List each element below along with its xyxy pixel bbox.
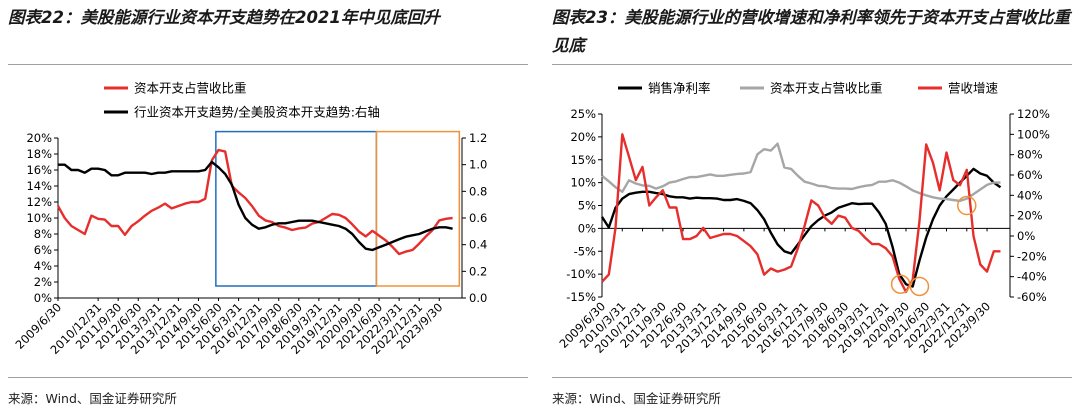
y-tick-label: -5%: [574, 244, 596, 258]
title-divider: [552, 64, 1072, 65]
y-tick-label: 15%: [570, 153, 596, 167]
orange-box: [375, 130, 461, 287]
y-tick-label: 0%: [578, 221, 596, 235]
y-tick-label: 14%: [26, 179, 52, 193]
source-note: 来源：Wind、国金证券研究所: [8, 391, 177, 406]
revenue-margin-chart: 25% 20% 15% 10% 5% 0% -5% -10% -15% 120% 100% 80% 60…: [557, 81, 1050, 357]
y2-tick-label: 0.6: [469, 211, 487, 225]
y2-tick-label: 100%: [1017, 127, 1050, 141]
series-line: [56, 148, 453, 256]
y-tick-label: 16%: [26, 163, 52, 177]
source-divider: [552, 377, 1072, 378]
legend-label: 资本开支占营收比重: [134, 81, 247, 96]
y2-tick-label: 1.2: [469, 131, 487, 145]
title-divider: [8, 64, 528, 65]
legend-label: 销售净利率: [648, 81, 711, 96]
y2-tick-label: 0.2: [469, 264, 487, 278]
chart-title: 图表22：美股能源行业资本开支趋势在2021年中见底回升: [8, 8, 440, 27]
y-tick-label: 5%: [578, 199, 596, 213]
source-note: 来源：Wind、国金证券研究所: [552, 391, 721, 406]
y-tick-label: 10%: [26, 211, 52, 225]
y2-tick-label: 40%: [1017, 188, 1043, 202]
y-tick-label: 12%: [26, 195, 52, 209]
y-tick-label: 20%: [26, 131, 52, 145]
y2-tick-label: 20%: [1017, 209, 1043, 223]
y-tick-label: -10%: [566, 267, 596, 281]
circle-marker: [909, 276, 930, 297]
legend-label: 行业资本开支趋势/全美股资本开支趋势:右轴: [134, 105, 380, 120]
y-tick-label: 2%: [34, 275, 52, 289]
y-tick-label: 10%: [570, 176, 596, 190]
y2-tick-label: 0.4: [469, 238, 487, 252]
chart-title: 图表23：美股能源行业的营收增速和净利率领先于资本开支占营收比重见底: [552, 8, 1070, 55]
y-tick-label: 0%: [34, 291, 52, 305]
series-line: [601, 142, 1001, 203]
source-divider: [8, 377, 528, 378]
right-panel: 图表23：美股能源行业的营收增速和净利率领先于资本开支占营收比重见底 25% 20…: [544, 0, 1080, 414]
y-tick-label: 18%: [26, 147, 52, 161]
series-line: [58, 160, 453, 252]
y-tick-label: -15%: [566, 290, 596, 304]
capex-chart: 20% 18% 16% 14% 12% 10% 8% 6% 4% 2% 0% 1.2 1.0 0.8 0.6…: [13, 81, 488, 358]
y2-tick-label: 120%: [1017, 107, 1050, 121]
y2-tick-label: 80%: [1017, 148, 1043, 162]
y2-tick-label: 1.0: [469, 158, 487, 172]
y2-tick-label: 0.8: [469, 184, 487, 198]
y-tick-label: 25%: [570, 107, 596, 121]
y2-tick-label: -20%: [1017, 249, 1047, 263]
circle-marker: [957, 195, 977, 216]
y-tick-label: 20%: [570, 130, 596, 144]
y2-tick-label: -60%: [1017, 290, 1047, 304]
legend-label: 资本开支占营收比重: [770, 81, 883, 96]
y2-tick-label: -40%: [1017, 270, 1047, 284]
y2-tick-label: 60%: [1017, 168, 1043, 182]
legend-label: 营收增速: [948, 81, 999, 96]
series-line: [601, 133, 1001, 294]
y-tick-label: 6%: [34, 243, 52, 257]
y-tick-label: 4%: [34, 259, 52, 273]
left-panel: 图表22：美股能源行业资本开支趋势在2021年中见底回升 20% 18% 16% 14…: [0, 0, 536, 414]
y-tick-label: 8%: [34, 227, 52, 241]
circle-marker: [890, 274, 911, 294]
y2-tick-label: 0.0: [469, 291, 487, 305]
y2-tick-label: 0%: [1017, 229, 1035, 243]
